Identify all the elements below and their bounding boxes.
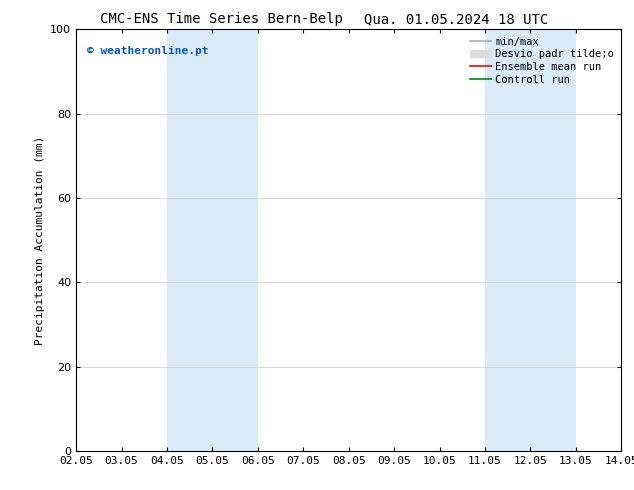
Text: Qua. 01.05.2024 18 UTC: Qua. 01.05.2024 18 UTC — [365, 12, 548, 26]
Legend: min/max, Desvio padr tilde;o, Ensemble mean run, Controll run: min/max, Desvio padr tilde;o, Ensemble m… — [468, 35, 616, 87]
Bar — [485, 29, 576, 451]
Bar — [167, 29, 258, 451]
Text: CMC-ENS Time Series Bern-Belp: CMC-ENS Time Series Bern-Belp — [100, 12, 344, 26]
Y-axis label: Precipitation Accumulation (mm): Precipitation Accumulation (mm) — [35, 135, 44, 345]
Text: © weatheronline.pt: © weatheronline.pt — [87, 46, 209, 56]
